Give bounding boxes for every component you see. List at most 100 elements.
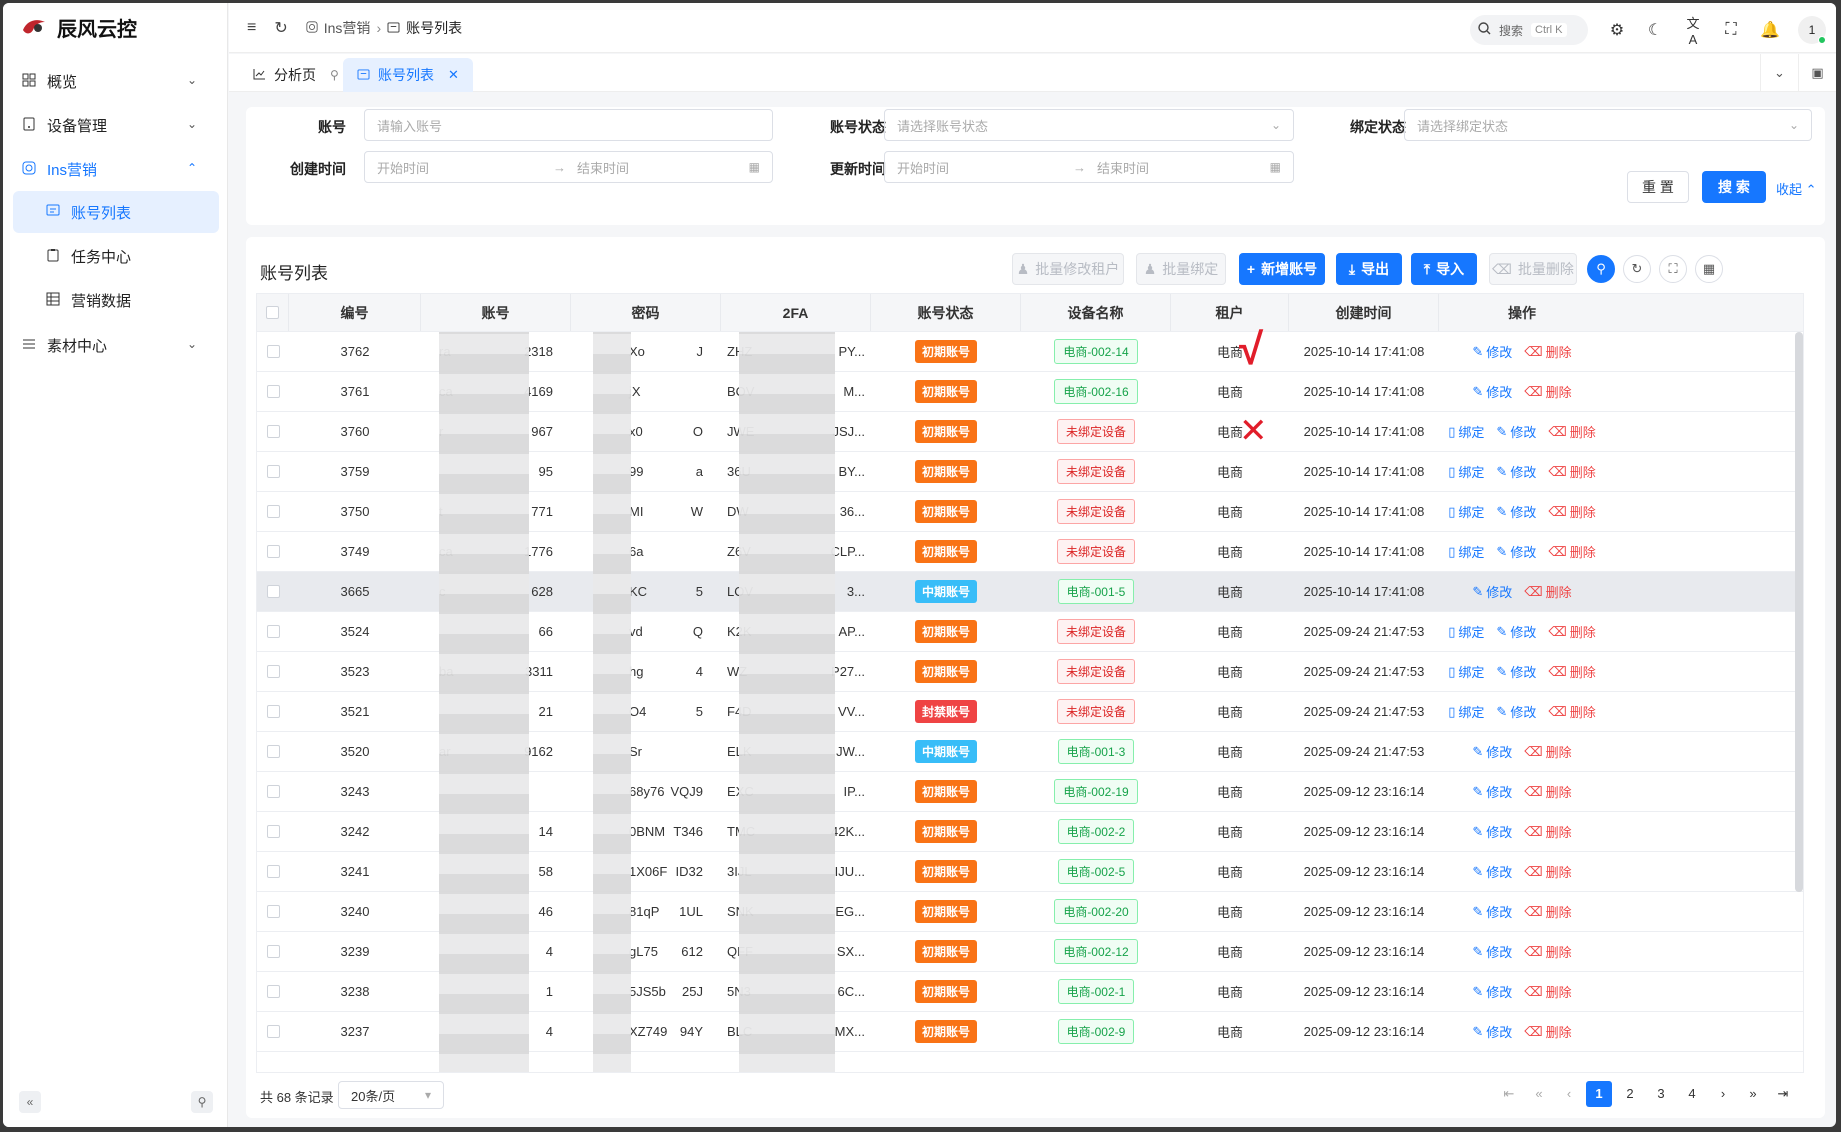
next-page-icon[interactable]: › <box>1720 1086 1726 1101</box>
columns-icon[interactable]: ▦ <box>1695 255 1723 283</box>
prev-page-icon[interactable]: ‹ <box>1566 1086 1572 1101</box>
pin-icon[interactable]: ⚲ <box>330 68 339 82</box>
delete-button[interactable]: ⌫ 删除 <box>1524 742 1571 761</box>
pin-icon[interactable]: ⚲ <box>191 1091 213 1113</box>
column-header[interactable]: 密码 <box>571 294 721 331</box>
delete-button[interactable]: ⌫ 删除 <box>1524 582 1571 601</box>
edit-button[interactable]: ✎ 修改 <box>1472 942 1512 961</box>
gear-icon[interactable]: ⚙ <box>1609 22 1625 39</box>
edit-button[interactable]: ✎ 修改 <box>1472 742 1512 761</box>
sidebar-item-ins-marketing[interactable]: Ins营销 ⌃ <box>3 147 219 191</box>
delete-button[interactable]: ⌫ 删除 <box>1524 862 1571 881</box>
row-checkbox[interactable] <box>266 545 280 558</box>
sidebar-item-marketing-data[interactable]: 营销数据 <box>13 279 219 321</box>
batch-tenant-button[interactable]: ♟ 批量修改租户 <box>1012 253 1124 285</box>
page-3[interactable]: 3 <box>1657 1086 1665 1101</box>
last-page-icon[interactable]: ⇥ <box>1777 1086 1789 1101</box>
delete-button[interactable]: ⌫ 删除 <box>1548 662 1595 681</box>
delete-button[interactable]: ⌫ 删除 <box>1548 502 1595 521</box>
row-checkbox[interactable] <box>266 905 280 918</box>
page-1[interactable]: 1 <box>1586 1081 1612 1107</box>
avatar[interactable]: 1 <box>1798 16 1826 44</box>
reset-button[interactable]: 重 置 <box>1627 171 1689 203</box>
delete-button[interactable]: ⌫ 删除 <box>1548 702 1595 721</box>
fullscreen-icon[interactable]: ⛶ <box>1659 255 1687 283</box>
row-checkbox[interactable] <box>266 745 280 758</box>
edit-button[interactable]: ✎ 修改 <box>1496 542 1536 561</box>
status-select[interactable]: 请选择账号状态 ⌄ <box>884 109 1294 141</box>
edit-button[interactable]: ✎ 修改 <box>1472 1022 1512 1041</box>
delete-button[interactable]: ⌫ 删除 <box>1524 982 1571 1001</box>
row-checkbox[interactable] <box>266 705 280 718</box>
row-checkbox[interactable] <box>266 585 280 598</box>
sidebar-item-devices[interactable]: 设备管理 ⌄ <box>3 103 219 147</box>
bind-button[interactable]: ▯ 绑定 <box>1448 462 1484 481</box>
edit-button[interactable]: ✎ 修改 <box>1496 662 1536 681</box>
bind-button[interactable]: ▯ 绑定 <box>1448 702 1484 721</box>
delete-button[interactable]: ⌫ 删除 <box>1524 782 1571 801</box>
column-header[interactable]: 账号 <box>421 294 571 331</box>
first-page-icon[interactable]: ⇤ <box>1503 1086 1515 1101</box>
column-header[interactable]: 编号 <box>289 294 421 331</box>
delete-button[interactable]: ⌫ 删除 <box>1548 542 1595 561</box>
prev-jump-icon[interactable]: « <box>1535 1086 1543 1101</box>
column-header[interactable]: 租户 <box>1171 294 1289 331</box>
sidebar-item-account-list[interactable]: 账号列表 <box>13 191 219 233</box>
edit-button[interactable]: ✎ 修改 <box>1472 342 1512 361</box>
edit-button[interactable]: ✎ 修改 <box>1472 982 1512 1001</box>
global-search[interactable]: 搜索 Ctrl K <box>1470 15 1588 45</box>
row-checkbox[interactable] <box>266 625 280 638</box>
created-range-picker[interactable]: 开始时间 → 结束时间 ▦ <box>364 151 773 183</box>
row-checkbox[interactable] <box>266 785 280 798</box>
row-checkbox[interactable] <box>266 345 280 358</box>
edit-button[interactable]: ✎ 修改 <box>1496 622 1536 641</box>
import-button[interactable]: ⤒ 导入 <box>1411 253 1477 285</box>
bind-button[interactable]: ▯ 绑定 <box>1448 422 1484 441</box>
account-input[interactable]: 请输入账号 <box>364 109 773 141</box>
close-icon[interactable]: ✕ <box>448 67 459 82</box>
row-checkbox[interactable] <box>266 985 280 998</box>
row-checkbox[interactable] <box>266 425 280 438</box>
row-checkbox[interactable] <box>266 385 280 398</box>
delete-button[interactable]: ⌫ 删除 <box>1524 942 1571 961</box>
edit-button[interactable]: ✎ 修改 <box>1496 462 1536 481</box>
tab-analysis[interactable]: 分析页 ⚲ <box>239 58 353 92</box>
refresh-icon[interactable]: ↻ <box>274 19 288 37</box>
column-header[interactable]: 账号状态 <box>871 294 1021 331</box>
edit-button[interactable]: ✎ 修改 <box>1496 702 1536 721</box>
vertical-scrollbar[interactable] <box>1795 332 1803 892</box>
delete-button[interactable]: ⌫ 删除 <box>1524 822 1571 841</box>
page-2[interactable]: 2 <box>1626 1086 1634 1101</box>
bind-button[interactable]: ▯ 绑定 <box>1448 622 1484 641</box>
row-checkbox[interactable] <box>266 945 280 958</box>
select-all-checkbox[interactable] <box>266 306 279 319</box>
sidebar-item-materials[interactable]: 素材中心 ⌄ <box>3 323 219 367</box>
edit-button[interactable]: ✎ 修改 <box>1472 582 1512 601</box>
refresh-icon[interactable]: ↻ <box>1623 255 1651 283</box>
moon-icon[interactable]: ☾ <box>1647 22 1663 39</box>
delete-button[interactable]: ⌫ 删除 <box>1524 1022 1571 1041</box>
updated-range-picker[interactable]: 开始时间 → 结束时间 ▦ <box>884 151 1294 183</box>
edit-button[interactable]: ✎ 修改 <box>1472 902 1512 921</box>
menu-toggle-icon[interactable]: ≡ <box>247 18 257 36</box>
export-button[interactable]: ⤓ 导出 <box>1336 253 1402 285</box>
column-header[interactable]: 创建时间 <box>1289 294 1439 331</box>
row-checkbox[interactable] <box>266 505 280 518</box>
delete-button[interactable]: ⌫ 删除 <box>1524 902 1571 921</box>
fullscreen-icon[interactable]: ⛶ <box>1725 21 1737 38</box>
collapse-sidebar-icon[interactable]: « <box>19 1091 41 1113</box>
row-checkbox[interactable] <box>266 665 280 678</box>
delete-button[interactable]: ⌫ 删除 <box>1548 622 1595 641</box>
row-checkbox[interactable] <box>266 865 280 878</box>
delete-button[interactable]: ⌫ 删除 <box>1548 462 1595 481</box>
breadcrumb-item[interactable]: Ins营销 <box>323 19 371 36</box>
collapse-toggle[interactable]: 收起 ⌃ <box>1776 179 1817 198</box>
chevron-down-icon[interactable]: ⌄ <box>1760 54 1798 92</box>
search-button[interactable]: 搜 索 <box>1702 171 1766 203</box>
search-toggle-icon[interactable]: ⚲ <box>1587 255 1615 283</box>
bell-icon[interactable]: 🔔 <box>1760 22 1780 39</box>
delete-button[interactable]: ⌫ 删除 <box>1524 382 1571 401</box>
sidebar-item-overview[interactable]: 概览 ⌄ <box>3 59 219 103</box>
bind-button[interactable]: ▯ 绑定 <box>1448 502 1484 521</box>
tab-account-list[interactable]: 账号列表 ✕ <box>343 58 473 92</box>
